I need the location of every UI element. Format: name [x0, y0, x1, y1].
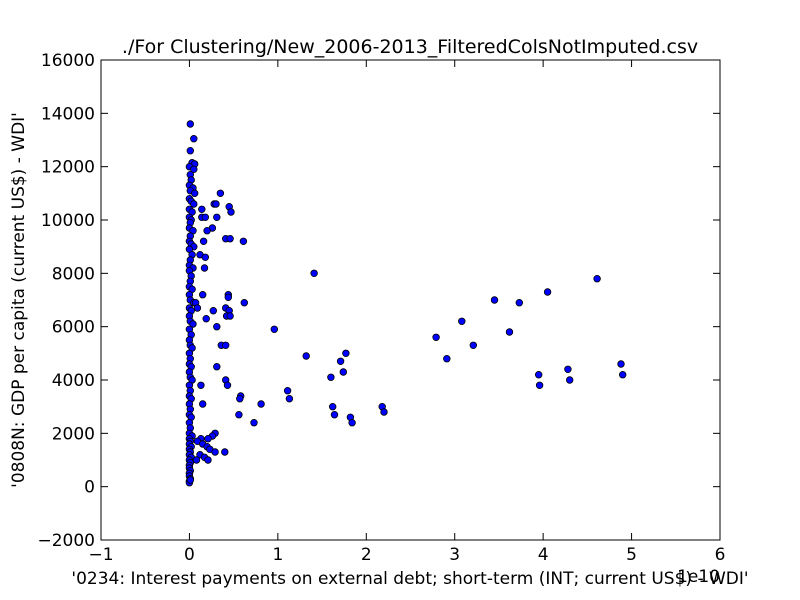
scatter-point	[193, 304, 202, 312]
scatter-point	[221, 341, 230, 349]
scatter-point	[202, 315, 210, 323]
x-axis-label: '0234: Interest payments on external deb…	[71, 569, 748, 589]
scatter-point	[213, 323, 221, 331]
scatter-point	[564, 365, 572, 373]
x-tick-label: 3	[449, 545, 460, 565]
scatter-point	[283, 387, 292, 395]
scatter-point	[209, 307, 217, 315]
x-tick-label: 0	[184, 545, 195, 565]
scatter-point	[197, 381, 205, 389]
scatter-point	[203, 226, 211, 235]
scatter-point	[198, 291, 207, 299]
y-tick-label: 0	[84, 478, 95, 498]
scatter-point	[505, 328, 514, 336]
plot-area-frame	[100, 59, 721, 541]
scatter-point	[270, 325, 278, 333]
y-axis-label: '0808N: GDP per capita (current US$) - W…	[9, 112, 29, 488]
scatter-point	[515, 299, 523, 307]
y-tick-label: 16000	[41, 51, 95, 71]
scatter-point	[257, 400, 265, 408]
scatter-point	[186, 476, 194, 484]
scatter-point	[339, 368, 347, 376]
scatter-point	[201, 253, 209, 261]
scatter-point	[211, 448, 219, 456]
y-tick-label: 8000	[52, 264, 95, 284]
y-tick-label: −2000	[37, 531, 95, 551]
scatter-point	[226, 312, 234, 320]
y-tick-label: 14000	[41, 104, 95, 124]
y-tick-label: 4000	[52, 371, 95, 391]
scatter-point	[543, 288, 552, 296]
scatter-point	[490, 296, 499, 304]
scatter-point	[239, 237, 248, 245]
y-tick-label: 2000	[52, 424, 95, 444]
scatter-point	[213, 363, 221, 371]
x-tick-label: 4	[538, 545, 549, 565]
scatter-point	[535, 381, 544, 389]
scatter-point	[186, 120, 194, 128]
scatter-point	[212, 200, 220, 208]
scatter-point	[226, 234, 234, 243]
axis-ticks: −1 0 1 2 3 4 5 6 −2000 0 2000 4000 6000 8000 10000 1200…	[37, 51, 725, 565]
scatter-point	[235, 411, 243, 419]
x-tick-label: −1	[88, 545, 113, 565]
scatter-point	[336, 357, 345, 365]
scatter-point	[204, 456, 212, 464]
scatter-point	[221, 448, 229, 456]
scatter-point	[190, 165, 198, 173]
scatter-point	[223, 381, 232, 389]
x-tick-label: 1	[272, 545, 283, 565]
scatter-point	[469, 341, 477, 349]
y-tick-label: 12000	[41, 158, 95, 178]
scatter-point	[200, 264, 209, 272]
scatter-point	[380, 408, 388, 416]
scatter-point	[199, 237, 208, 245]
scatter-point	[216, 189, 225, 197]
scatter-point	[192, 456, 201, 464]
scatter-point	[535, 371, 543, 379]
scatter-point	[458, 317, 466, 325]
scatter-point	[443, 355, 451, 363]
scatter-point	[327, 373, 335, 381]
chart-title: ./For Clustering/New_2006-2013_FilteredC…	[122, 36, 698, 58]
scatter-point	[310, 269, 318, 277]
scatter-point	[240, 299, 248, 307]
scatter-point	[250, 419, 258, 427]
y-tick-label: 10000	[41, 211, 95, 231]
scatter-point	[617, 360, 625, 368]
scatter-point	[348, 419, 356, 427]
scatter-point	[190, 200, 198, 208]
y-tick-label: 6000	[52, 318, 95, 338]
scatter-point	[227, 208, 235, 216]
scatter-point	[593, 275, 601, 283]
scatter-point	[204, 435, 212, 443]
x-tick-label: 6	[715, 545, 726, 565]
scatter-point	[186, 146, 194, 155]
scatter-point	[330, 411, 339, 419]
scatter-point	[190, 134, 198, 143]
scatter-point	[213, 213, 221, 221]
scatter-point	[285, 395, 294, 403]
scatter-point	[198, 400, 207, 408]
scatter-point	[432, 333, 440, 341]
scatter-point	[201, 213, 209, 221]
scatter-point	[236, 395, 244, 403]
scatter-point	[302, 352, 310, 360]
scatter-point	[190, 189, 199, 197]
scatter-point	[329, 403, 337, 411]
x-axis-offset-label: 1e10	[677, 567, 720, 587]
x-tick-label: 2	[361, 545, 372, 565]
scatter-point	[619, 371, 627, 379]
x-tick-label: 5	[626, 545, 637, 565]
scatter-point	[189, 320, 197, 328]
data-points	[185, 120, 627, 487]
scatter-point	[224, 293, 232, 301]
scatter-point	[566, 376, 574, 384]
scatter-point	[198, 205, 206, 213]
scatter-point	[342, 349, 350, 357]
